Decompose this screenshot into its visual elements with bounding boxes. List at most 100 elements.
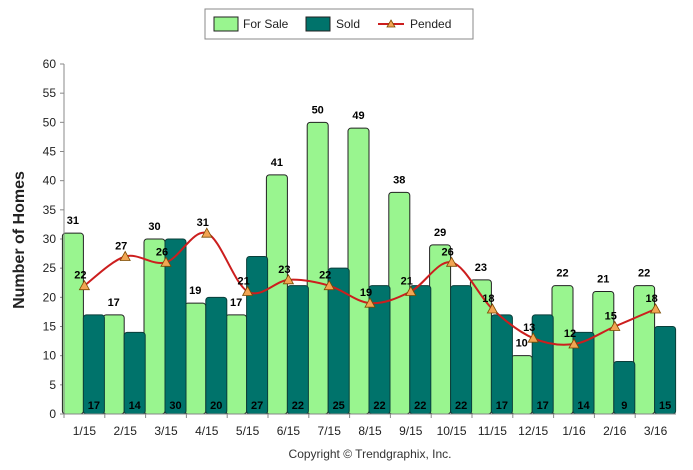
bars — [61, 121, 677, 415]
label-pended: 15 — [605, 311, 617, 323]
bar-sold — [409, 285, 432, 415]
label-pended: 22 — [74, 270, 86, 282]
label-sold: 14 — [577, 400, 590, 412]
label-sold: 9 — [621, 400, 627, 412]
pended-marker — [568, 338, 580, 349]
y-tick-label: 45 — [43, 145, 57, 159]
label-sold: 22 — [373, 400, 385, 412]
legend-box — [204, 8, 474, 40]
y-tick-label: 20 — [43, 290, 57, 304]
y-tick-label: 15 — [43, 320, 57, 334]
pended-marker — [241, 285, 254, 296]
bar-for-sale — [184, 302, 207, 415]
y-tick-label: 30 — [43, 232, 57, 246]
pended-marker — [445, 256, 458, 267]
x-tick-label: 6/15 — [277, 424, 301, 438]
label-pended: 23 — [278, 264, 290, 276]
x-tick-label: 10/15 — [437, 424, 467, 438]
y-tick-label: 60 — [43, 57, 57, 71]
pended-marker — [527, 332, 539, 343]
label-for-sale: 49 — [352, 110, 364, 122]
legend-swatch-for-sale — [213, 16, 239, 32]
label-sold: 14 — [129, 400, 142, 412]
bar-for-sale — [265, 174, 288, 415]
pended-marker — [364, 297, 376, 308]
x-tick-label: 3/15 — [154, 424, 178, 438]
y-tick-label: 35 — [43, 203, 57, 217]
copyright: Copyright © Trendgraphix, Inc. — [289, 447, 452, 461]
label-for-sale: 17 — [230, 297, 242, 309]
label-sold: 20 — [210, 400, 222, 412]
label-sold: 17 — [537, 400, 549, 412]
label-for-sale: 22 — [638, 268, 650, 280]
bar-for-sale — [388, 191, 411, 415]
label-pended: 21 — [401, 276, 413, 288]
label-pended: 18 — [645, 293, 657, 305]
legend-label-for-sale: For Sale — [243, 17, 289, 31]
label-pended: 13 — [523, 322, 535, 334]
label-sold: 25 — [333, 400, 345, 412]
y-axis-ticks: 0 5 10 15 20 25 30 35 40 45 50 55 60 — [43, 57, 64, 421]
pended-marker — [201, 227, 213, 238]
bar-for-sale — [61, 232, 84, 415]
label-sold: 30 — [169, 400, 181, 412]
bar-for-sale — [510, 355, 533, 415]
pended-marker — [282, 274, 295, 285]
label-pended: 21 — [237, 276, 249, 288]
label-pended: 22 — [319, 270, 331, 282]
y-tick-label: 55 — [43, 86, 57, 100]
label-pended: 18 — [482, 293, 494, 305]
x-tick-label: 8/15 — [358, 424, 382, 438]
legend-swatch-sold — [305, 16, 331, 32]
y-tick-label: 5 — [49, 378, 56, 392]
x-tick-label: 2/16 — [603, 424, 627, 438]
label-pended: 27 — [115, 241, 127, 253]
legend-label-pended: Pended — [410, 17, 451, 31]
label-for-sale: 29 — [434, 227, 446, 239]
y-tick-label: 40 — [43, 174, 57, 188]
pended-marker — [649, 303, 662, 314]
bar-for-sale — [551, 285, 574, 415]
label-for-sale: 41 — [271, 157, 283, 169]
bar-sold — [246, 256, 269, 415]
label-for-sale: 23 — [475, 262, 487, 274]
label-pended: 12 — [564, 328, 576, 340]
x-tick-label: 5/15 — [236, 424, 260, 438]
x-tick-label: 2/15 — [114, 424, 138, 438]
label-for-sale: 21 — [597, 274, 609, 286]
pended-marker — [323, 279, 335, 291]
x-tick-label: 7/15 — [318, 424, 342, 438]
label-sold: 17 — [88, 400, 100, 412]
y-tick-label: 0 — [49, 407, 56, 421]
legend-swatch-pended-marker — [386, 19, 396, 28]
pended-series — [78, 227, 662, 349]
y-axis-label: Number of Homes — [11, 171, 28, 309]
pended-marker — [486, 303, 499, 314]
x-tick-label: 4/15 — [195, 424, 219, 438]
label-for-sale: 22 — [556, 268, 568, 280]
label-for-sale: 38 — [393, 174, 405, 186]
x-tick-label: 3/16 — [644, 424, 668, 438]
label-for-sale: 19 — [189, 285, 201, 297]
bar-for-sale — [347, 127, 370, 415]
label-sold: 22 — [292, 400, 304, 412]
bar-for-sale — [306, 121, 329, 415]
label-for-sale: 50 — [312, 104, 324, 116]
legend-label-sold: Sold — [336, 17, 360, 31]
bar-for-sale — [429, 244, 452, 415]
label-sold: 15 — [659, 400, 671, 412]
pended-marker — [609, 320, 621, 331]
label-for-sale: 17 — [108, 297, 120, 309]
pended-marker — [160, 256, 172, 267]
data-labels: 31 17 30 19 17 41 50 49 38 29 23 10 22 21 22 17 14 30 20 27… — [67, 104, 671, 412]
x-tick-label: 9/15 — [399, 424, 423, 438]
pended-marker — [119, 250, 131, 261]
label-pended: 26 — [156, 246, 168, 258]
bar-sold — [286, 285, 309, 415]
label-sold: 17 — [496, 400, 508, 412]
bar-sold — [450, 285, 473, 415]
bar-sold — [205, 296, 228, 415]
label-sold: 27 — [251, 400, 263, 412]
label-sold: 22 — [414, 400, 426, 412]
